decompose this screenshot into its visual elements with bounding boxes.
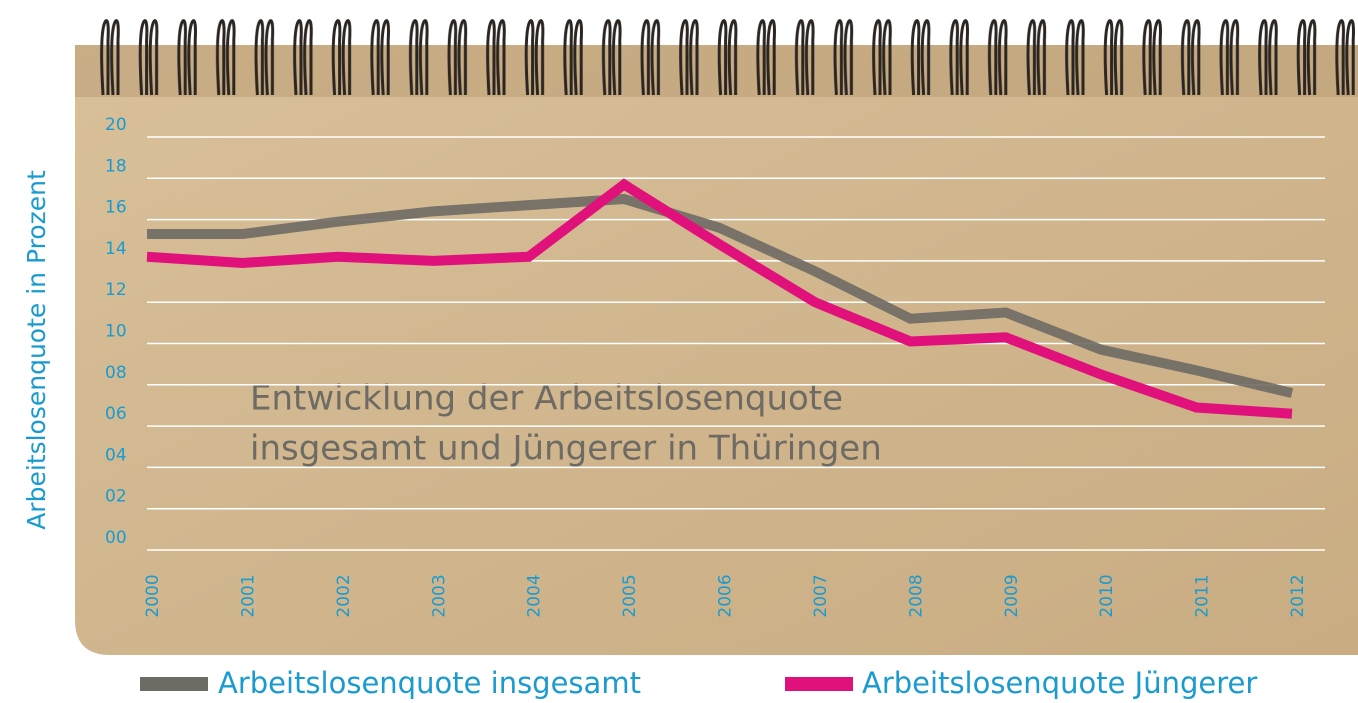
notebook-paper <box>75 45 1358 655</box>
x-tick-label: 2012 <box>1288 574 1308 617</box>
y-axis-label: Arbeitslosenquote in Prozent <box>22 170 51 530</box>
y-tick-label: 00 <box>105 528 127 548</box>
y-tick-label: 20 <box>105 115 127 135</box>
y-tick-label: 04 <box>105 445 127 465</box>
x-tick-label: 2010 <box>1097 574 1117 617</box>
y-tick-label: 02 <box>105 487 127 507</box>
x-tick-label: 2005 <box>620 574 640 617</box>
x-tick-label: 2004 <box>525 574 545 617</box>
legend-swatch <box>785 677 853 691</box>
legend-swatch <box>140 677 208 691</box>
x-tick-label: 2006 <box>716 574 736 617</box>
x-tick-label: 2008 <box>906 574 926 617</box>
series-line <box>146 178 1293 419</box>
y-tick-label: 06 <box>105 404 127 424</box>
y-tick-label: 16 <box>105 198 127 218</box>
y-tick-label: 14 <box>105 239 127 259</box>
y-tick-label: 18 <box>105 156 127 176</box>
x-tick-label: 2001 <box>238 574 258 617</box>
x-tick-label: 2009 <box>1002 574 1022 617</box>
x-tick-label: 2000 <box>143 574 163 617</box>
y-tick-label: 08 <box>105 363 127 383</box>
chart-title: insgesamt und Jüngerer in Thüringen <box>250 429 882 469</box>
x-tick-label: 2007 <box>811 574 831 617</box>
y-tick-label: 12 <box>105 280 127 300</box>
series-line <box>147 193 1294 398</box>
y-tick-label: 10 <box>105 322 127 342</box>
x-tick-label: 2011 <box>1193 574 1213 617</box>
legend-label: Arbeitslosenquote Jüngerer <box>862 666 1257 700</box>
spiral-rings <box>97 0 1358 97</box>
x-tick-label: 2002 <box>334 574 354 617</box>
legend-label: Arbeitslosenquote insgesamt <box>218 666 641 700</box>
x-tick-label: 2003 <box>429 574 449 617</box>
